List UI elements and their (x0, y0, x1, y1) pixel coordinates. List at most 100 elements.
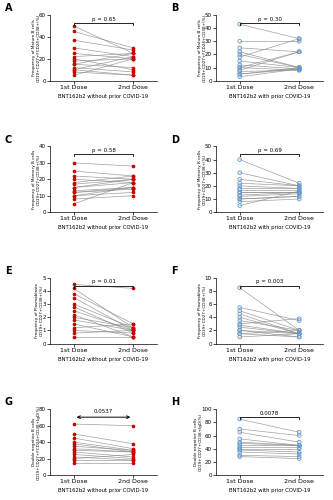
Point (297, 454, 302, 462)
Point (237, 191, 242, 199)
Point (237, 188, 242, 196)
Point (131, 448, 136, 456)
Point (131, 172, 136, 180)
X-axis label: BNT162b2 without prior COVID-19: BNT162b2 without prior COVID-19 (58, 488, 149, 494)
Point (297, 184, 302, 192)
Point (237, 73, 242, 81)
Point (237, 64, 242, 72)
Point (237, 198, 242, 205)
Point (131, 188, 136, 196)
Text: p = 0.65: p = 0.65 (92, 16, 116, 21)
Point (131, 333, 136, 341)
Point (297, 448, 302, 456)
Text: p = 0.58: p = 0.58 (92, 148, 116, 153)
Point (237, 70, 242, 78)
X-axis label: BNT162b2 without prior COVID-19: BNT162b2 without prior COVID-19 (58, 226, 149, 230)
Point (297, 48, 302, 56)
Point (71, 200, 76, 208)
Point (131, 329, 136, 337)
Point (237, 195, 242, 203)
Point (71, 440, 76, 448)
Point (131, 55, 136, 63)
Point (297, 428, 302, 436)
Point (71, 310, 76, 318)
Text: B: B (171, 3, 178, 13)
Point (297, 330, 302, 338)
Point (237, 20, 242, 28)
Text: 0.0537: 0.0537 (94, 409, 113, 414)
Point (297, 438, 302, 446)
Text: E: E (5, 266, 12, 276)
Point (237, 57, 242, 65)
Point (131, 50, 136, 58)
Y-axis label: Frequency of Memory B cells
CD19+CD27+CD38+(%): Frequency of Memory B cells CD19+CD27+CD… (32, 150, 40, 209)
Point (297, 48, 302, 56)
Text: p = 0.01: p = 0.01 (92, 280, 116, 284)
Point (297, 66, 302, 74)
Point (71, 178, 76, 186)
Point (131, 333, 136, 341)
Point (237, 435, 242, 443)
X-axis label: BNT162b2 without prior COVID-19: BNT162b2 without prior COVID-19 (58, 94, 149, 99)
Point (297, 64, 302, 72)
Point (297, 187, 302, 195)
Point (131, 454, 136, 462)
Y-axis label: Double negative B cells
CD19+CD27+FCD24+CD38+IgD(%): Double negative B cells CD19+CD27+FCD24+… (32, 404, 40, 479)
Point (131, 324, 136, 332)
Point (131, 55, 136, 63)
Point (71, 316, 76, 324)
Point (131, 444, 136, 452)
Point (237, 304, 242, 312)
Point (237, 444, 242, 452)
Point (71, 28, 76, 36)
Point (237, 182, 242, 190)
Point (237, 452, 242, 460)
Point (71, 454, 76, 462)
Point (71, 22, 76, 30)
Point (237, 333, 242, 341)
Point (131, 333, 136, 341)
Point (297, 188, 302, 196)
Point (71, 284, 76, 292)
Point (237, 184, 242, 192)
Point (71, 438, 76, 446)
Point (131, 68, 136, 76)
X-axis label: BNT162b2 with prior COVID-19: BNT162b2 with prior COVID-19 (229, 488, 310, 494)
Point (71, 320, 76, 328)
Point (131, 453, 136, 461)
Point (131, 448, 136, 456)
Y-axis label: Frequency of Memory B cells
CD19+CD27+CD38+(%): Frequency of Memory B cells CD19+CD27+CD… (197, 150, 206, 209)
Point (297, 65, 302, 73)
Text: H: H (171, 398, 179, 407)
Point (71, 195, 76, 203)
Point (297, 64, 302, 72)
Point (297, 333, 302, 341)
Point (131, 178, 136, 186)
Point (71, 66, 76, 74)
Point (297, 330, 302, 338)
Point (297, 450, 302, 458)
Point (71, 442, 76, 450)
Point (131, 71, 136, 79)
Point (297, 316, 302, 324)
Point (71, 167, 76, 175)
Point (131, 458, 136, 466)
Point (71, 57, 76, 65)
Point (297, 326, 302, 334)
Point (71, 300, 76, 308)
Point (131, 176, 136, 184)
Point (71, 176, 76, 184)
Point (131, 446, 136, 454)
Point (237, 415, 242, 423)
Point (237, 44, 242, 52)
Point (131, 329, 136, 337)
Point (71, 280, 76, 288)
Y-axis label: Frequency of Plasmablasts
CD19+CD27+CD38+(%): Frequency of Plasmablasts CD19+CD27+CD38… (35, 284, 44, 338)
Point (131, 184, 136, 192)
Point (71, 430, 76, 438)
Point (237, 446, 242, 454)
Point (71, 184, 76, 192)
X-axis label: BNT162b2 with prior COVID-19: BNT162b2 with prior COVID-19 (229, 226, 310, 230)
Point (71, 184, 76, 192)
Point (131, 446, 136, 454)
